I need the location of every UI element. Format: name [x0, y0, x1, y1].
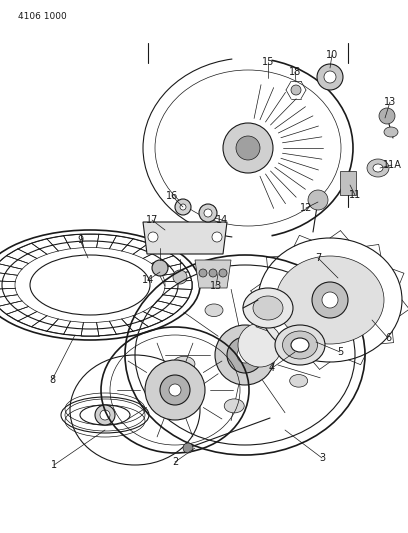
- Polygon shape: [143, 222, 227, 254]
- Circle shape: [199, 269, 207, 277]
- Ellipse shape: [30, 255, 150, 315]
- FancyBboxPatch shape: [187, 226, 199, 244]
- Ellipse shape: [275, 325, 325, 365]
- Text: 14: 14: [142, 275, 154, 285]
- Ellipse shape: [253, 296, 283, 320]
- Circle shape: [308, 190, 328, 210]
- Text: 11A: 11A: [383, 160, 401, 170]
- Circle shape: [237, 347, 253, 363]
- Circle shape: [312, 282, 348, 318]
- Text: 2: 2: [172, 457, 178, 467]
- Text: 18: 18: [289, 67, 301, 77]
- Text: 5: 5: [337, 347, 343, 357]
- Text: 11: 11: [349, 190, 361, 200]
- Text: 14: 14: [216, 215, 228, 225]
- Text: 13: 13: [384, 97, 396, 107]
- Ellipse shape: [224, 399, 244, 413]
- Circle shape: [169, 384, 181, 396]
- Text: 3: 3: [319, 453, 325, 463]
- Circle shape: [212, 232, 222, 242]
- FancyBboxPatch shape: [202, 226, 214, 244]
- Circle shape: [379, 108, 395, 124]
- Circle shape: [173, 270, 187, 284]
- Text: 1: 1: [51, 460, 57, 470]
- Ellipse shape: [373, 164, 383, 172]
- Text: 4106 1000: 4106 1000: [18, 12, 67, 21]
- Circle shape: [227, 337, 263, 373]
- Ellipse shape: [282, 331, 317, 359]
- Text: 10: 10: [326, 50, 338, 60]
- Text: 17: 17: [146, 215, 158, 225]
- Text: 12: 12: [300, 203, 312, 213]
- Text: 16: 16: [166, 191, 178, 201]
- Circle shape: [219, 269, 227, 277]
- Ellipse shape: [384, 127, 398, 137]
- Circle shape: [291, 85, 301, 95]
- Circle shape: [223, 123, 273, 173]
- Ellipse shape: [367, 159, 389, 177]
- FancyBboxPatch shape: [172, 226, 184, 244]
- Ellipse shape: [173, 356, 195, 372]
- Ellipse shape: [290, 375, 308, 387]
- Ellipse shape: [205, 304, 223, 317]
- Circle shape: [322, 292, 338, 308]
- Circle shape: [180, 204, 186, 210]
- Circle shape: [199, 204, 217, 222]
- Text: 6: 6: [385, 333, 391, 343]
- Text: 15: 15: [262, 57, 274, 67]
- Text: 9: 9: [77, 235, 83, 245]
- Circle shape: [152, 260, 168, 276]
- Circle shape: [324, 71, 336, 83]
- Circle shape: [95, 405, 115, 425]
- Circle shape: [236, 136, 260, 160]
- Circle shape: [215, 325, 275, 385]
- Circle shape: [238, 323, 282, 367]
- Text: 13: 13: [210, 281, 222, 291]
- Polygon shape: [195, 260, 231, 288]
- Circle shape: [209, 269, 217, 277]
- Circle shape: [175, 199, 191, 215]
- Circle shape: [148, 232, 158, 242]
- Polygon shape: [340, 171, 356, 195]
- Text: 8: 8: [49, 375, 55, 385]
- Ellipse shape: [275, 309, 295, 322]
- Circle shape: [160, 375, 190, 405]
- Text: 7: 7: [315, 253, 321, 263]
- Circle shape: [317, 64, 343, 90]
- Circle shape: [145, 360, 205, 420]
- Ellipse shape: [291, 338, 309, 352]
- Circle shape: [204, 209, 212, 217]
- Ellipse shape: [243, 288, 293, 328]
- Ellipse shape: [276, 256, 384, 344]
- Circle shape: [100, 410, 110, 420]
- Text: 4: 4: [269, 363, 275, 373]
- FancyBboxPatch shape: [157, 226, 169, 244]
- Circle shape: [183, 443, 193, 453]
